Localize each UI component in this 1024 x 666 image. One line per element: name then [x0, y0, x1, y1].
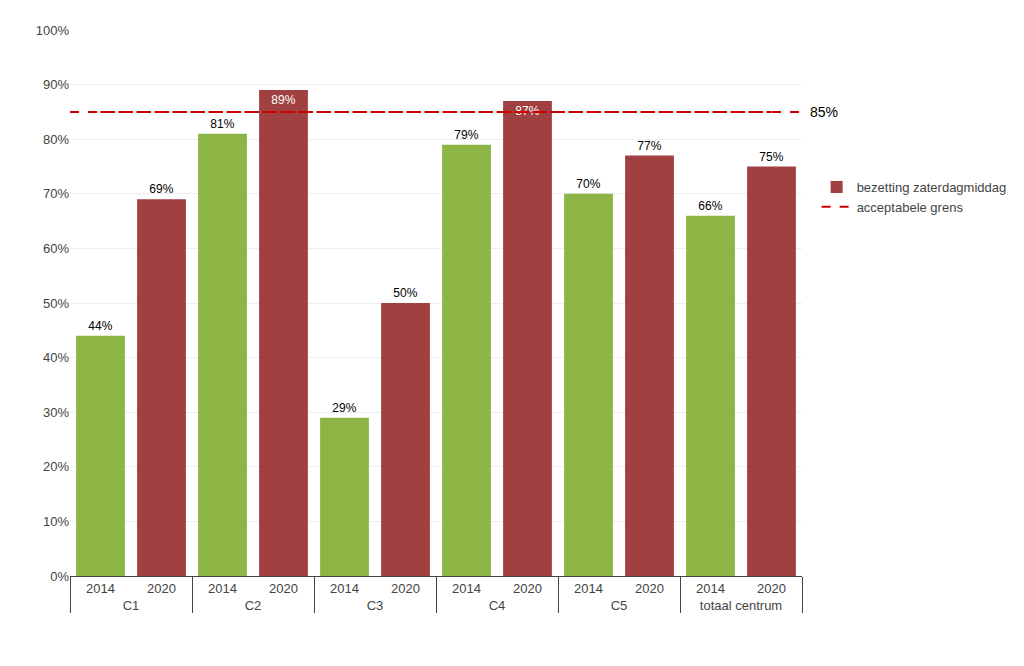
svg-text:77%: 77% [637, 139, 661, 153]
svg-text:10%: 10% [43, 514, 69, 529]
svg-text:totaal centrum: totaal centrum [700, 598, 782, 613]
svg-text:70%: 70% [576, 177, 600, 191]
svg-text:C3: C3 [367, 598, 384, 613]
svg-text:C4: C4 [489, 598, 506, 613]
svg-text:44%: 44% [88, 319, 112, 333]
svg-text:2020: 2020 [513, 581, 542, 596]
svg-text:90%: 90% [43, 77, 69, 92]
svg-text:0%: 0% [50, 569, 69, 584]
svg-text:20%: 20% [43, 459, 69, 474]
svg-text:66%: 66% [698, 199, 722, 213]
svg-text:2014: 2014 [208, 581, 237, 596]
svg-text:2020: 2020 [147, 581, 176, 596]
svg-text:30%: 30% [43, 405, 69, 420]
svg-text:2014: 2014 [330, 581, 359, 596]
svg-text:81%: 81% [210, 117, 234, 131]
svg-text:2020: 2020 [635, 581, 664, 596]
svg-text:79%: 79% [454, 128, 478, 142]
svg-text:bezetting zaterdagmiddag: bezetting zaterdagmiddag [857, 180, 1007, 195]
svg-text:85%: 85% [810, 104, 838, 120]
svg-text:50%: 50% [43, 296, 69, 311]
svg-text:89%: 89% [271, 93, 295, 107]
svg-text:40%: 40% [43, 350, 69, 365]
svg-text:2020: 2020 [391, 581, 420, 596]
svg-text:2020: 2020 [269, 581, 298, 596]
svg-text:80%: 80% [43, 132, 69, 147]
svg-text:69%: 69% [149, 182, 173, 196]
svg-text:87%: 87% [515, 104, 539, 118]
svg-text:29%: 29% [332, 401, 356, 415]
svg-text:2014: 2014 [86, 581, 115, 596]
svg-text:C1: C1 [123, 598, 140, 613]
svg-text:C2: C2 [245, 598, 262, 613]
svg-text:C5: C5 [611, 598, 628, 613]
svg-text:100%: 100% [36, 23, 70, 38]
svg-text:2014: 2014 [452, 581, 481, 596]
svg-text:2014: 2014 [574, 581, 603, 596]
svg-text:75%: 75% [759, 150, 783, 164]
svg-text:2014: 2014 [696, 581, 725, 596]
svg-text:70%: 70% [43, 186, 69, 201]
svg-text:60%: 60% [43, 241, 69, 256]
svg-text:50%: 50% [393, 286, 417, 300]
svg-text:2020: 2020 [757, 581, 786, 596]
svg-text:acceptabele grens: acceptabele grens [857, 200, 964, 215]
